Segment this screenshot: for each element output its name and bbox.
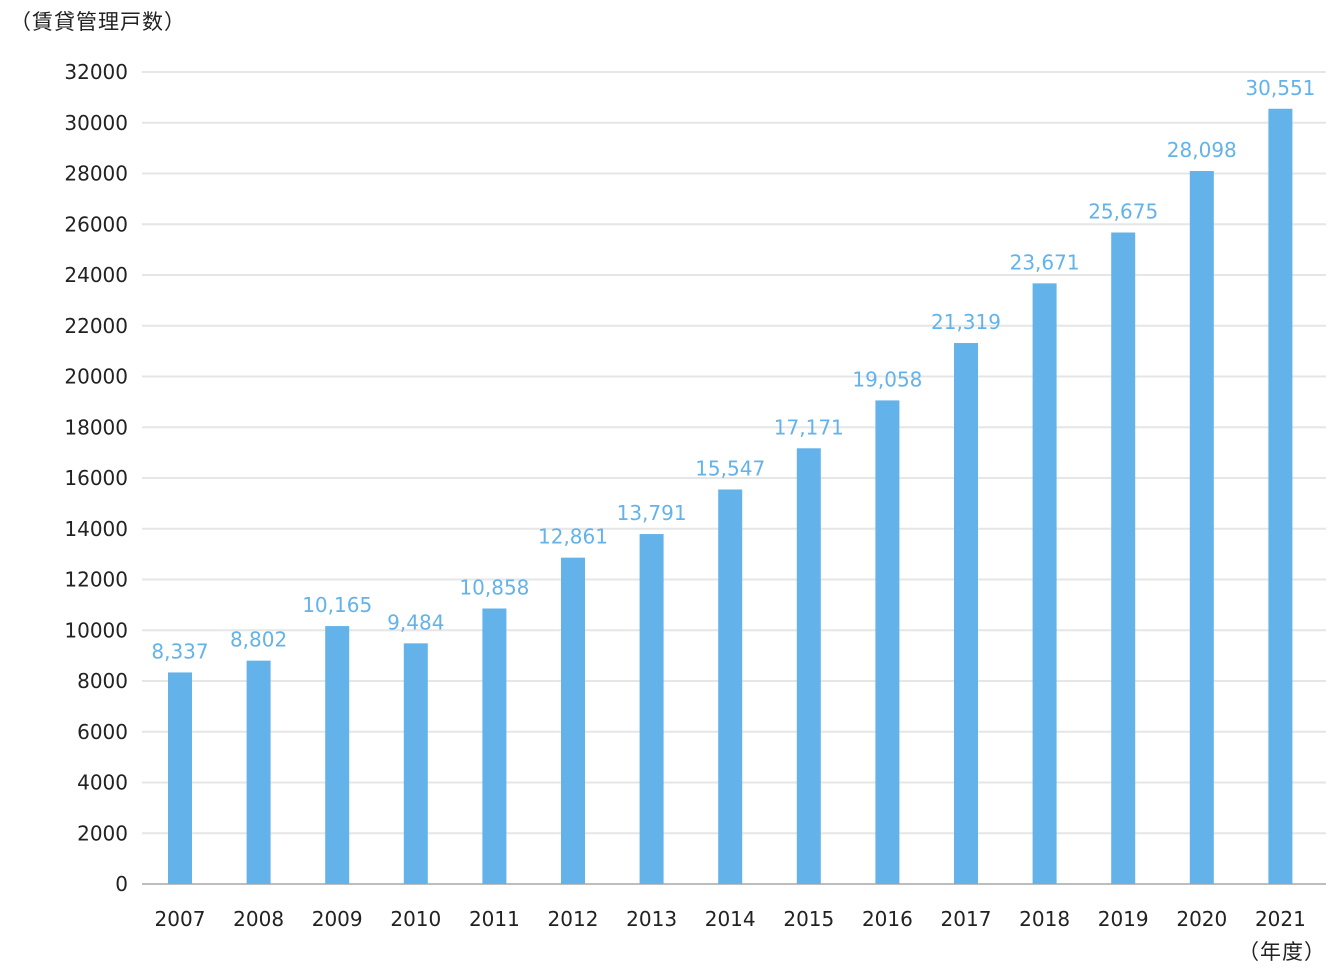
x-tick-label: 2019	[1098, 907, 1149, 931]
bar	[561, 557, 585, 884]
x-tick-label: 2013	[626, 907, 677, 931]
data-label: 30,551	[1245, 76, 1315, 100]
bar	[1111, 232, 1136, 884]
bar	[954, 343, 978, 884]
data-label: 8,337	[151, 639, 208, 663]
y-tick-label: 22000	[64, 314, 128, 338]
bar	[796, 448, 821, 884]
y-tick-label: 32000	[64, 60, 128, 84]
y-tick-label: 30000	[64, 111, 128, 135]
x-tick-label: 2008	[233, 907, 284, 931]
bar	[482, 608, 507, 884]
data-label: 25,675	[1088, 199, 1158, 223]
y-tick-label: 8000	[77, 669, 128, 693]
bar	[168, 672, 192, 884]
bar	[1189, 171, 1214, 884]
x-tick-label: 2015	[783, 907, 834, 931]
x-tick-label: 2017	[941, 907, 992, 931]
x-tick-label: 2011	[469, 907, 520, 931]
data-label: 12,861	[538, 525, 608, 549]
x-tick-label: 2010	[390, 907, 441, 931]
bar	[718, 489, 743, 884]
bar	[246, 660, 271, 884]
x-tick-label: 2014	[705, 907, 756, 931]
bar	[1032, 283, 1057, 884]
data-label: 28,098	[1167, 138, 1237, 162]
bar	[639, 534, 664, 884]
y-tick-label: 6000	[77, 720, 128, 744]
y-tick-label: 26000	[64, 212, 128, 236]
y-tick-label: 12000	[64, 568, 128, 592]
y-axis-label: （賃貸管理戸数）	[10, 10, 186, 34]
data-label: 21,319	[931, 310, 1001, 334]
bar	[325, 626, 350, 884]
bar	[403, 643, 428, 884]
x-tick-label: 2018	[1019, 907, 1070, 931]
data-label: 10,858	[459, 575, 529, 599]
x-axis-label: （年度）	[1238, 940, 1326, 964]
x-tick-label: 2012	[548, 907, 599, 931]
y-tick-label: 20000	[64, 365, 128, 389]
data-label: 23,671	[1010, 250, 1080, 274]
y-tick-label: 14000	[64, 517, 128, 541]
data-label: 17,171	[774, 415, 844, 439]
y-tick-label: 28000	[64, 162, 128, 186]
data-label: 8,802	[230, 628, 287, 652]
y-tick-label: 18000	[64, 415, 128, 439]
x-tick-label: 2020	[1176, 907, 1227, 931]
data-label: 19,058	[852, 367, 922, 391]
data-label: 9,484	[387, 610, 444, 634]
y-tick-label: 24000	[64, 263, 128, 287]
x-tick-label: 2007	[155, 907, 206, 931]
bar	[1268, 108, 1293, 884]
bar	[875, 400, 900, 884]
y-tick-label: 16000	[64, 466, 128, 490]
y-tick-label: 0	[115, 872, 128, 896]
x-tick-label: 2016	[862, 907, 913, 931]
y-tick-label: 2000	[77, 821, 128, 845]
data-label: 13,791	[617, 501, 687, 525]
y-tick-label: 10000	[64, 618, 128, 642]
y-tick-label: 4000	[77, 771, 128, 795]
data-label: 10,165	[302, 593, 372, 617]
data-label: 15,547	[695, 456, 765, 480]
x-tick-label: 2021	[1255, 907, 1306, 931]
x-tick-label: 2009	[312, 907, 363, 931]
